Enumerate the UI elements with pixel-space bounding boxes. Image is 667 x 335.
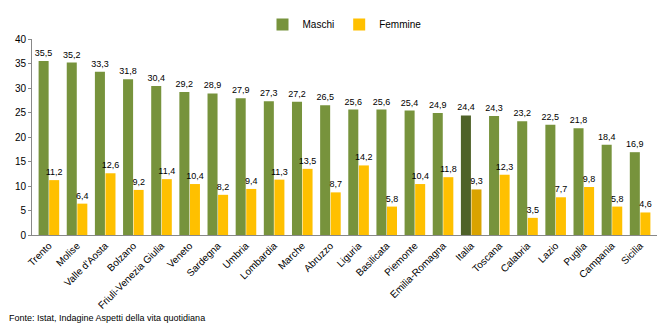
svg-text:Maschi: Maschi [303,19,335,30]
svg-text:8,7: 8,7 [329,179,342,189]
svg-text:40: 40 [15,34,27,45]
svg-text:Lombardia: Lombardia [238,240,279,281]
svg-text:22,5: 22,5 [542,112,560,122]
svg-text:Campania: Campania [577,240,617,280]
svg-text:24,9: 24,9 [429,100,447,110]
svg-text:25,4: 25,4 [401,98,419,108]
svg-text:10: 10 [15,181,27,192]
svg-text:30,4: 30,4 [147,73,165,83]
svg-text:5,8: 5,8 [386,194,399,204]
svg-text:27,2: 27,2 [288,89,306,99]
svg-text:25,6: 25,6 [373,97,391,107]
svg-text:Lazio: Lazio [536,240,561,265]
svg-text:9,8: 9,8 [583,174,596,184]
svg-text:23,2: 23,2 [513,108,531,118]
svg-text:12,6: 12,6 [102,160,120,170]
svg-text:24,4: 24,4 [457,102,475,112]
svg-text:25: 25 [15,107,27,118]
svg-text:16,9: 16,9 [626,139,644,149]
svg-text:Basilicata: Basilicata [354,240,392,278]
svg-text:13,5: 13,5 [299,156,317,166]
svg-text:Fonte: Istat, Indagine Aspetti: Fonte: Istat, Indagine Aspetti della vit… [9,313,205,323]
svg-text:Abruzzo: Abruzzo [302,240,336,274]
svg-text:27,3: 27,3 [260,88,278,98]
svg-text:11,8: 11,8 [440,164,457,174]
svg-text:Umbria: Umbria [220,240,251,271]
svg-text:18,4: 18,4 [598,132,616,142]
svg-text:Emilia-Romagna: Emilia-Romagna [388,240,448,300]
svg-text:0: 0 [20,230,26,241]
svg-text:9,3: 9,3 [470,176,483,186]
svg-text:Italia: Italia [453,240,476,263]
svg-text:Sicilia: Sicilia [619,240,646,267]
svg-text:Trento: Trento [26,240,54,268]
svg-text:6,4: 6,4 [76,191,89,201]
svg-text:Piemonte: Piemonte [382,240,420,278]
svg-text:25,6: 25,6 [345,97,363,107]
svg-text:8,2: 8,2 [217,182,230,192]
svg-text:35,2: 35,2 [63,50,81,60]
svg-text:Veneto: Veneto [165,240,195,270]
svg-text:27,9: 27,9 [232,85,250,95]
svg-text:5: 5 [20,205,26,216]
svg-text:33,3: 33,3 [91,59,109,69]
svg-text:9,2: 9,2 [132,177,145,187]
svg-text:10,4: 10,4 [411,171,429,181]
svg-text:11,3: 11,3 [271,167,288,177]
svg-text:Toscana: Toscana [470,240,504,274]
svg-text:Friuli-Venezia Giulia: Friuli-Venezia Giulia [96,240,167,311]
svg-text:35,5: 35,5 [35,48,53,58]
svg-text:Puglia: Puglia [561,240,589,268]
svg-text:21,8: 21,8 [570,115,588,125]
svg-text:Femmine: Femmine [379,19,421,30]
svg-text:35: 35 [15,58,27,69]
svg-text:5,8: 5,8 [611,194,624,204]
svg-text:20: 20 [15,132,27,143]
svg-text:24,3: 24,3 [485,103,503,113]
svg-text:15: 15 [15,156,27,167]
svg-text:30: 30 [15,83,27,94]
svg-text:7,7: 7,7 [555,184,568,194]
svg-text:11,2: 11,2 [46,167,63,177]
svg-text:Marche: Marche [276,240,308,272]
svg-text:12,3: 12,3 [496,162,514,172]
svg-text:26,5: 26,5 [316,92,334,102]
svg-text:28,9: 28,9 [204,80,222,90]
svg-text:Calabria: Calabria [498,240,532,274]
svg-text:29,2: 29,2 [176,79,194,89]
svg-text:3,5: 3,5 [527,205,540,215]
svg-text:Bolzano: Bolzano [105,240,139,274]
svg-text:Liguria: Liguria [335,240,364,269]
svg-text:31,8: 31,8 [119,66,137,76]
svg-text:Valle d'Aosta: Valle d'Aosta [62,240,111,289]
svg-text:10,4: 10,4 [186,171,204,181]
svg-text:Molise: Molise [54,240,83,269]
svg-text:14,2: 14,2 [355,152,373,162]
svg-text:9,4: 9,4 [245,176,258,186]
svg-text:4,6: 4,6 [639,199,652,209]
svg-text:11,4: 11,4 [158,166,175,176]
svg-text:Sardegna: Sardegna [184,240,223,279]
